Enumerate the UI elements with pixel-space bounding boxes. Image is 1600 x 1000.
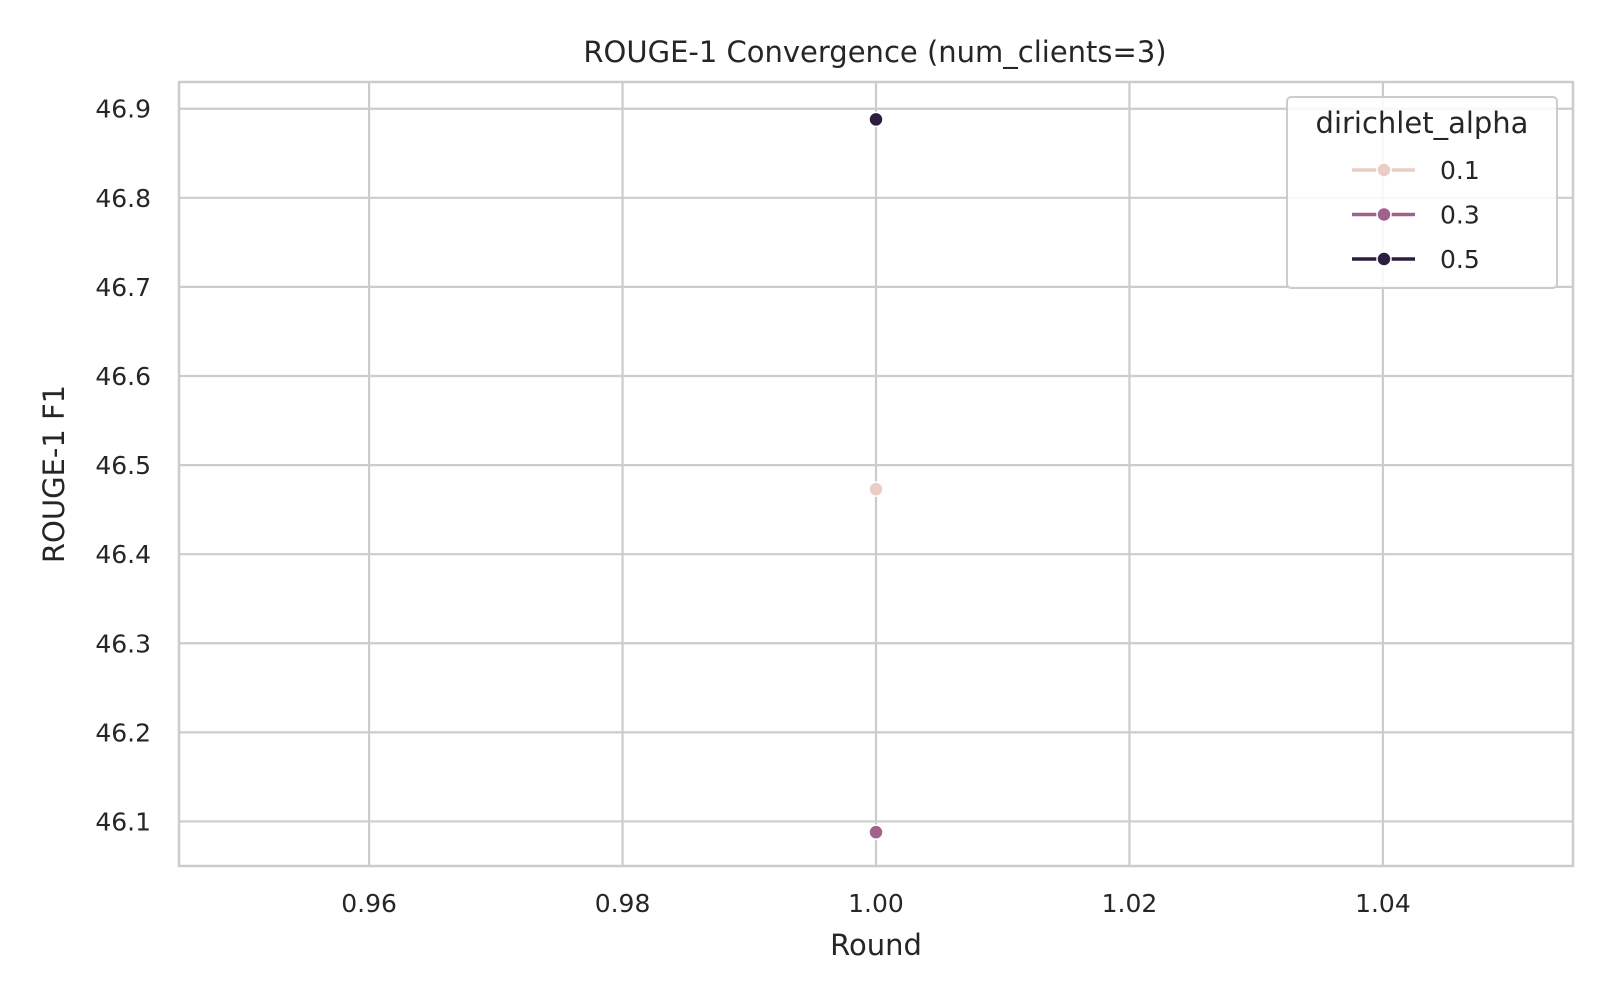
legend-title: dirichlet_alpha: [1316, 106, 1529, 140]
legend-label: 0.1: [1440, 156, 1480, 185]
y-tick-label: 46.7: [95, 273, 151, 302]
y-axis-ticks: 46.1 46.2 46.3 46.4 46.5 46.6 46.7 46.8 46.9: [95, 95, 151, 837]
data-point-0.3: [868, 824, 884, 840]
legend-marker: [1376, 251, 1392, 267]
legend-items: 0.1 0.3 0.5: [1352, 156, 1480, 274]
legend-marker: [1376, 162, 1392, 178]
y-tick-label: 46.2: [95, 718, 151, 747]
legend-item-0.3: 0.3: [1352, 201, 1480, 230]
y-axis-label: ROUGE-1 F1: [37, 385, 71, 563]
legend-item-0.1: 0.1: [1352, 156, 1480, 185]
x-tick-label: 1.00: [848, 889, 904, 918]
x-tick-label: 0.98: [595, 889, 651, 918]
x-tick-label: 0.96: [341, 889, 397, 918]
legend-item-0.5: 0.5: [1352, 245, 1480, 274]
y-tick-label: 46.3: [95, 629, 151, 658]
data-points: [868, 111, 884, 840]
legend-box: [1286, 96, 1558, 289]
legend-marker: [1376, 206, 1392, 223]
x-axis-label: Round: [830, 928, 922, 962]
y-tick-label: 46.5: [95, 451, 151, 480]
y-tick-label: 46.4: [95, 540, 151, 569]
data-point-0.1: [868, 481, 884, 497]
x-tick-label: 1.04: [1355, 889, 1411, 918]
legend: dirichlet_alpha 0.1 0.3 0.5: [1286, 96, 1558, 289]
x-tick-label: 1.02: [1102, 889, 1158, 918]
x-axis-ticks: 0.96 0.98 1.00 1.02 1.04: [341, 889, 1410, 918]
plot-frame: [177, 80, 1575, 868]
legend-label: 0.5: [1440, 245, 1480, 274]
data-point-0.5: [868, 111, 884, 128]
y-tick-label: 46.1: [95, 807, 151, 836]
y-tick-label: 46.6: [95, 362, 151, 391]
legend-label: 0.3: [1440, 201, 1480, 230]
chart-title: ROUGE-1 Convergence (num_clients=3): [583, 35, 1166, 69]
y-tick-label: 46.8: [95, 184, 151, 213]
y-tick-label: 46.9: [95, 95, 151, 124]
